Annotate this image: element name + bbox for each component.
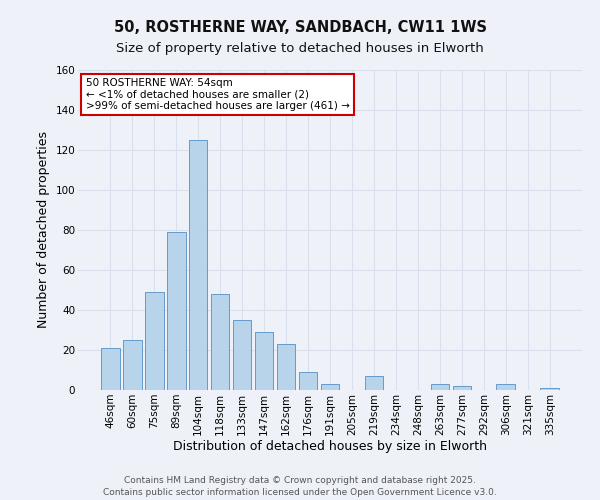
Bar [299,372,317,390]
X-axis label: Distribution of detached houses by size in Elworth: Distribution of detached houses by size … [173,440,487,454]
Bar [189,140,208,390]
Bar [211,294,229,390]
Bar [167,232,185,390]
Bar [541,388,559,390]
Bar [431,384,449,390]
Bar [123,340,142,390]
Text: Contains HM Land Registry data © Crown copyright and database right 2025.: Contains HM Land Registry data © Crown c… [124,476,476,485]
Bar [101,348,119,390]
Text: 50, ROSTHERNE WAY, SANDBACH, CW11 1WS: 50, ROSTHERNE WAY, SANDBACH, CW11 1WS [113,20,487,35]
Text: 50 ROSTHERNE WAY: 54sqm
← <1% of detached houses are smaller (2)
>99% of semi-de: 50 ROSTHERNE WAY: 54sqm ← <1% of detache… [86,78,349,111]
Bar [365,376,383,390]
Text: Size of property relative to detached houses in Elworth: Size of property relative to detached ho… [116,42,484,55]
Bar [277,344,295,390]
Bar [233,320,251,390]
Bar [452,386,471,390]
Text: Contains public sector information licensed under the Open Government Licence v3: Contains public sector information licen… [103,488,497,497]
Bar [320,384,340,390]
Bar [145,292,164,390]
Bar [255,332,274,390]
Y-axis label: Number of detached properties: Number of detached properties [37,132,50,328]
Bar [496,384,515,390]
